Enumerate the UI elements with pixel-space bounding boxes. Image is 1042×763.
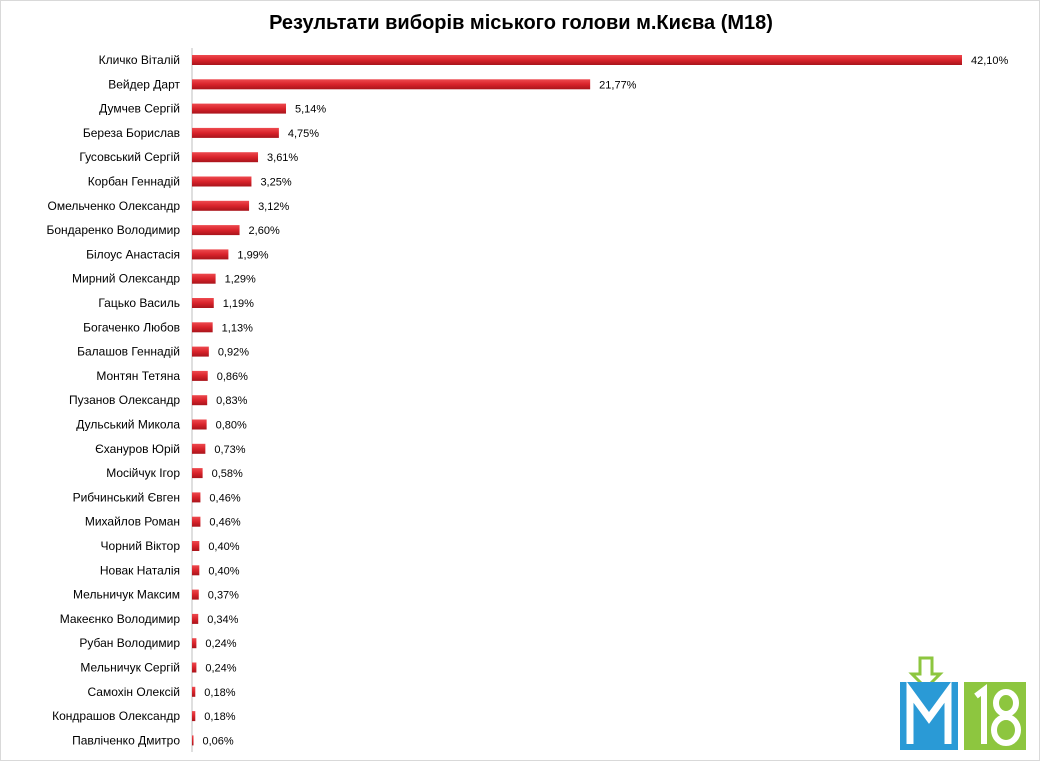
category-label: Гусовський Сергій [79,150,180,164]
bar [192,79,591,90]
category-label: Єхануров Юрій [95,442,180,456]
bar [192,55,962,65]
value-label: 0,92% [218,347,249,359]
bar [192,225,240,236]
category-label: Думчев Сергій [99,102,180,116]
bar [192,370,208,381]
value-label: 1,13% [222,322,253,334]
bars-group: Кличко Віталій 42,10% Вейдер Дарт 21,77% Дум… [46,53,1008,747]
value-label: 3,61% [267,152,298,164]
value-label: 1,99% [237,249,268,261]
value-label: 0,18% [204,711,235,723]
category-label: Мирний Олександр [72,272,180,286]
value-label: 0,83% [216,395,247,407]
bar [192,419,207,430]
category-label: Макеєнко Володимир [60,612,181,626]
category-label: Чорний Віктор [101,539,181,553]
value-label: 21,77% [599,79,637,91]
value-label: 0,40% [208,565,239,577]
category-label: Кличко Віталій [99,53,180,67]
category-label: Гацько Василь [98,296,180,310]
category-label: Омельченко Олександр [48,199,181,213]
value-label: 0,40% [208,541,239,553]
category-label: Богаченко Любов [83,320,180,334]
value-label: 0,46% [209,492,240,504]
category-label: Монтян Тетяна [96,369,180,383]
value-label: 0,06% [203,735,234,747]
bar [192,298,214,308]
bar [192,565,200,576]
value-label: 0,58% [212,468,243,480]
category-label: Рубан Володимир [79,636,180,650]
value-label: 0,24% [205,638,236,650]
bar [192,273,216,284]
bar [192,152,259,163]
category-label: Рибчинський Євген [73,490,180,504]
bar [192,613,199,624]
bar [192,735,194,746]
category-label: Кондрашов Олександр [52,709,180,723]
bar [192,541,200,551]
bar [192,638,197,649]
category-label: Корбан Геннадій [88,175,180,189]
bar [192,686,196,697]
value-label: 1,29% [225,274,256,286]
value-label: 5,14% [295,104,326,116]
value-label: 0,18% [204,687,235,699]
bar [192,103,287,114]
category-label: Балашов Геннадій [77,345,180,359]
value-label: 0,37% [208,590,239,602]
value-label: 0,86% [217,371,248,383]
category-label: Білоус Анастасія [86,247,180,261]
value-label: 0,80% [216,420,247,432]
category-label: Мельничук Сергій [80,661,180,675]
bar [192,589,199,600]
category-label: Мосійчук Ігор [106,466,180,480]
bar [192,322,213,333]
bar [192,346,209,357]
category-label: Новак Наталія [100,563,180,577]
bar [192,468,203,479]
category-label: Пузанов Олександр [69,393,180,407]
value-label: 4,75% [288,128,319,140]
bar [192,711,196,722]
bar [192,176,252,187]
bar [192,492,201,503]
chart-title: Результати виборів міського голови м.Киє… [269,12,773,34]
bar [192,249,229,260]
category-label: Дульський Микола [76,418,180,432]
bar [192,395,208,406]
value-label: 1,19% [223,298,254,310]
value-label: 0,73% [214,444,245,456]
value-label: 3,12% [258,201,289,213]
bar [192,127,279,138]
m18-logo [898,656,1028,752]
value-label: 3,25% [260,177,291,189]
category-label: Павліченко Дмитро [72,733,180,747]
bar [192,516,201,527]
category-label: Самохін Олексій [87,685,180,699]
bar [192,662,197,673]
bar [192,200,250,211]
value-label: 0,24% [205,663,236,675]
category-label: Бондаренко Володимир [46,223,180,237]
value-label: 2,60% [249,225,280,237]
category-label: Береза Борислав [83,126,180,140]
bar [192,443,206,454]
value-label: 0,34% [207,614,238,626]
value-label: 0,46% [209,517,240,529]
category-label: Вейдер Дарт [108,77,180,91]
category-label: Мельничук Максим [73,588,180,602]
category-label: Михайлов Роман [85,515,180,529]
value-label: 42,10% [971,55,1009,67]
